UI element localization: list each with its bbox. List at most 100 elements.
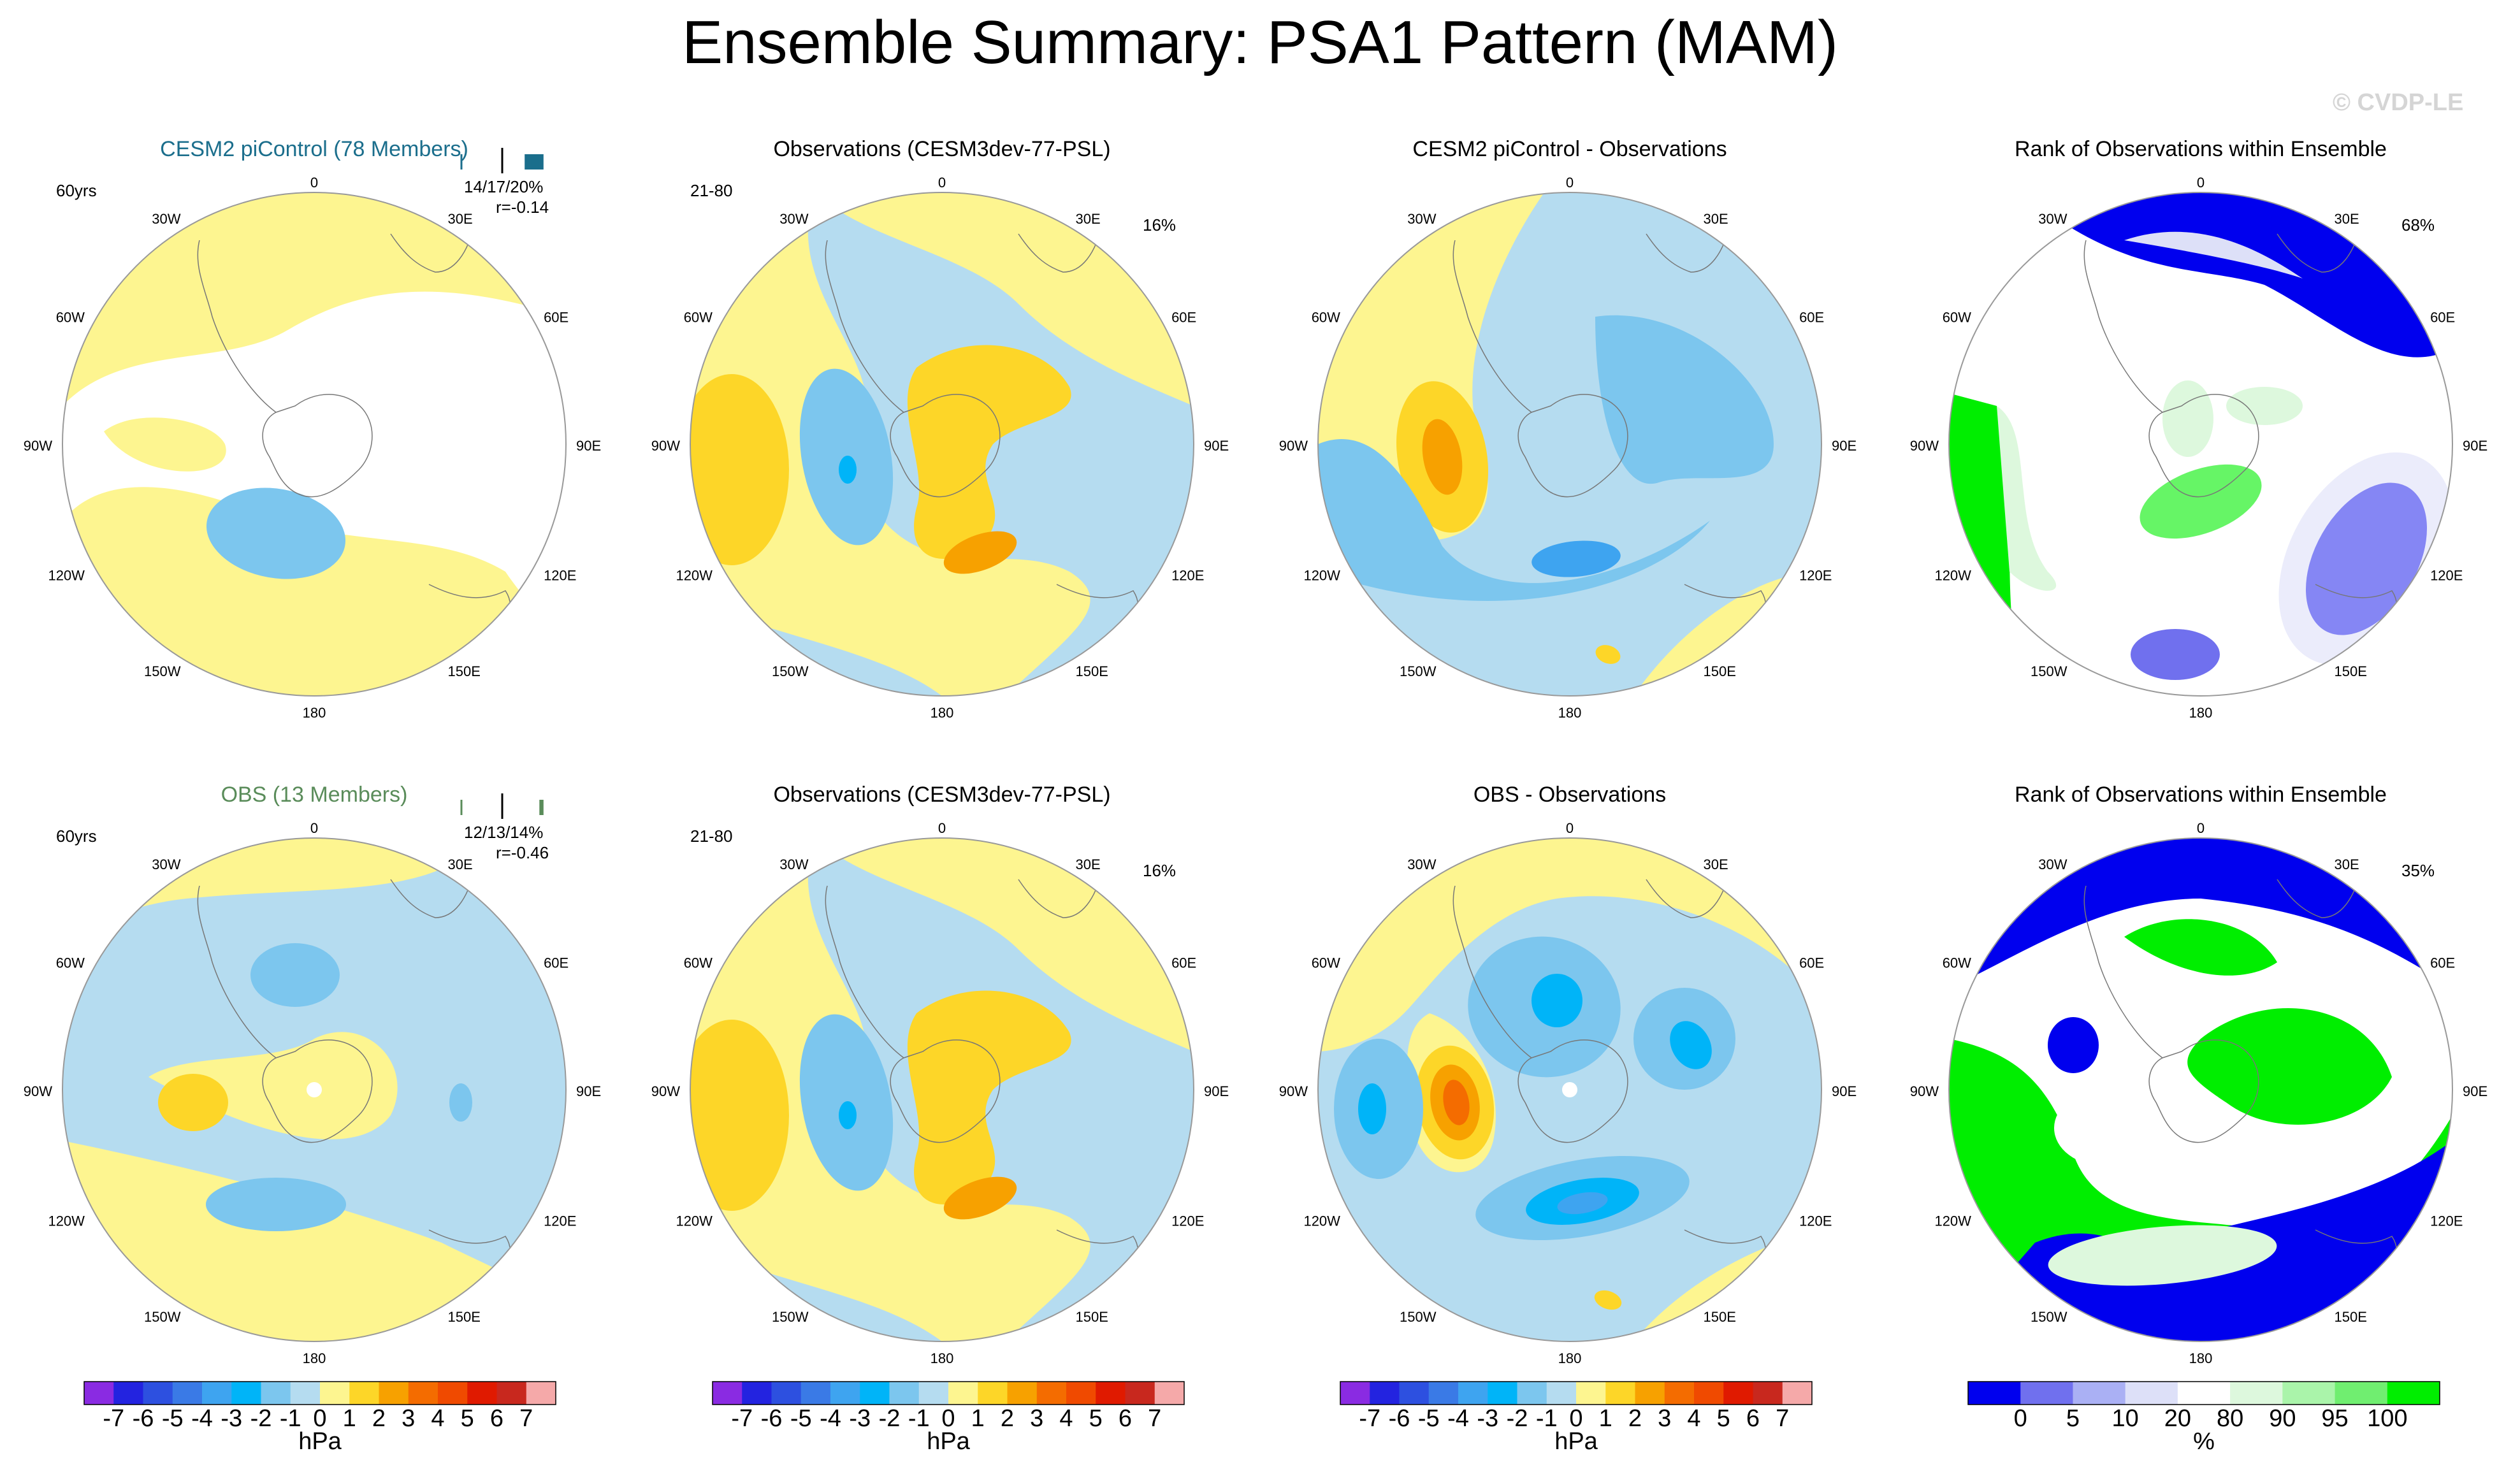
- colorbar-label: -5: [790, 1405, 812, 1432]
- negative-core: [839, 1101, 857, 1129]
- longitude-label: 180: [2189, 705, 2213, 721]
- longitude-label: 120W: [1934, 568, 1971, 584]
- map-border: [1948, 192, 2453, 697]
- longitude-label: 90W: [1910, 1083, 1939, 1099]
- colorbar-label: -6: [1388, 1405, 1410, 1432]
- longitude-label: 90E: [1832, 1083, 1857, 1099]
- positive-core: [943, 1176, 1017, 1220]
- coastline: [2083, 885, 2163, 1059]
- colorbar-swatch: [438, 1382, 468, 1405]
- longitude-label: 60W: [1312, 955, 1340, 971]
- coastline: [2277, 872, 2361, 918]
- positive-center: [1594, 1290, 1622, 1310]
- positive-region: [62, 1141, 566, 1341]
- high-rank-region: [2187, 1008, 2392, 1125]
- negative-center: [1318, 439, 1710, 601]
- high-rank-region: [2124, 919, 2277, 976]
- colorbar-swatch: [830, 1382, 860, 1405]
- colorbar-label: 3: [1030, 1405, 1044, 1432]
- longitude-label: 180: [931, 1350, 954, 1366]
- coastline: [197, 240, 277, 413]
- longitude-label: 30E: [1076, 211, 1101, 227]
- colorbar-swatch: [742, 1382, 772, 1405]
- colorbar-label: 7: [1148, 1405, 1162, 1432]
- colorbar-swatch: [2177, 1382, 2231, 1405]
- colorbar-swatch: [84, 1382, 114, 1405]
- colorbar-label: -3: [221, 1405, 243, 1432]
- colorbar-label: 20: [2164, 1405, 2192, 1432]
- longitude-label: 0: [938, 175, 946, 191]
- colorbar-swatch: [1723, 1382, 1753, 1405]
- colorbar-label: 0: [1569, 1405, 1583, 1432]
- coastline: [262, 1039, 373, 1143]
- negative-center: [206, 1178, 346, 1231]
- colorbar-unit: hPa: [1554, 1428, 1598, 1455]
- colorbar-label: 7: [519, 1405, 533, 1432]
- coastline: [1018, 227, 1102, 273]
- pole-marker: [307, 1082, 322, 1097]
- colorbar-unit: %: [2193, 1428, 2215, 1455]
- longitude-label: 150E: [2335, 663, 2367, 679]
- colorbar-swatch: [1488, 1382, 1517, 1405]
- colorbar-swatch: [1576, 1382, 1606, 1405]
- coastline: [825, 240, 904, 413]
- longitude-label: 60W: [684, 310, 713, 326]
- polar-map: 0 30E 60E 90E 120E 150E 180 150W 120W 90W 60W 30W: [24, 175, 601, 721]
- colorbar-label: 2: [1000, 1405, 1015, 1432]
- coastline: [1517, 394, 1628, 498]
- member-rug: [460, 148, 544, 173]
- longitude-label: 0: [938, 820, 946, 836]
- colorbar-swatch: [918, 1382, 949, 1405]
- longitude-label: 90W: [651, 438, 680, 454]
- colorbar-swatch: [860, 1382, 890, 1405]
- colorbar-swatch: [771, 1382, 802, 1405]
- longitude-label: 0: [310, 820, 318, 836]
- longitude-label: 60W: [1943, 955, 1971, 971]
- longitude-label: 0: [310, 175, 318, 191]
- longitude-label: 30W: [1407, 856, 1436, 872]
- low-rank-region: [2131, 629, 2220, 680]
- longitude-label: 60E: [1171, 955, 1196, 971]
- longitude-label: 120W: [1303, 1213, 1340, 1229]
- colorbar-label: 5: [1089, 1405, 1103, 1432]
- longitude-label: 30W: [152, 856, 180, 872]
- colorbar: [1967, 1381, 2440, 1405]
- colorbar-swatch: [379, 1382, 409, 1405]
- polar-map: 0 30E 60E 90E 120E 150E 180 150W 120W 90W 60W 30W: [651, 175, 1229, 721]
- panel-title: OBS - Observations: [1473, 783, 1667, 807]
- colorbar-swatch: [172, 1382, 203, 1405]
- colorbar-swatch: [202, 1382, 232, 1405]
- longitude-label: 150W: [772, 1309, 809, 1325]
- colorbar-swatch: [1635, 1382, 1665, 1405]
- colorbar-label: -5: [1417, 1405, 1440, 1432]
- colorbar-label: 6: [1746, 1405, 1760, 1432]
- colorbar-label: 1: [971, 1405, 985, 1432]
- colorbar-swatch: [1782, 1382, 1813, 1405]
- longitude-label: 90W: [24, 1083, 52, 1099]
- longitude-label: 60E: [544, 955, 568, 971]
- stats-label: 12/13/14%: [464, 823, 544, 842]
- colorbar-swatch: [2282, 1382, 2336, 1405]
- colorbar-swatch: [320, 1382, 350, 1405]
- field-layer: [1949, 838, 2452, 1341]
- colorbar-swatch: [1458, 1382, 1488, 1405]
- longitude-label: 90E: [1204, 1083, 1229, 1099]
- longitude-label: 60W: [1312, 310, 1340, 326]
- colorbar-swatch: [526, 1382, 556, 1405]
- longitude-label: 120E: [2430, 1213, 2463, 1229]
- longitude-label: 120E: [1171, 1213, 1204, 1229]
- colorbar-label: -5: [161, 1405, 184, 1432]
- map-border: [690, 837, 1194, 1342]
- colorbar-label: 2: [372, 1405, 386, 1432]
- longitude-label: 90W: [24, 438, 52, 454]
- longitude-label: 180: [1558, 705, 1582, 721]
- colorbar-unit: hPa: [298, 1428, 342, 1455]
- longitude-label: 60E: [2430, 310, 2455, 326]
- longitude-label: 90E: [1204, 438, 1229, 454]
- negative-core: [1670, 1021, 1712, 1069]
- colorbar-label: 6: [489, 1405, 504, 1432]
- colorbar-unit: hPa: [927, 1428, 970, 1455]
- low-rank-region: [2048, 1017, 2099, 1073]
- colorbar-label: -1: [279, 1405, 301, 1432]
- colorbar-frame: [1967, 1381, 2440, 1405]
